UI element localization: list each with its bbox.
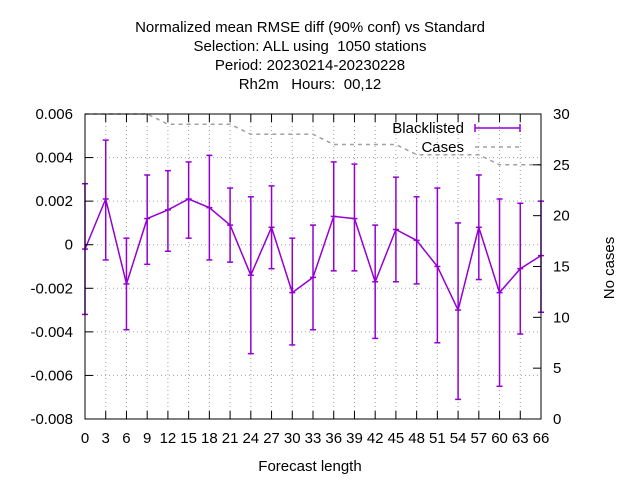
y-tick-label: 0.002 bbox=[35, 193, 73, 210]
error-bar bbox=[164, 169, 171, 252]
y2-tick-label: 10 bbox=[553, 309, 570, 326]
svg-text:Cases: Cases bbox=[421, 139, 464, 156]
x-tick-label: 15 bbox=[180, 430, 197, 447]
x-tick-label: 18 bbox=[201, 430, 218, 447]
x-tick-label: 54 bbox=[450, 430, 467, 447]
y2-tick-label: 25 bbox=[553, 157, 570, 174]
x-tick-label: 36 bbox=[325, 430, 342, 447]
series bbox=[82, 113, 544, 401]
error-bar bbox=[310, 224, 316, 331]
y-tick-label: -0.008 bbox=[30, 411, 73, 428]
x-tick-label: 0 bbox=[81, 430, 89, 447]
y-tick-label: -0.002 bbox=[30, 280, 73, 297]
error-bar bbox=[475, 174, 482, 281]
legend-entry-cases: Cases bbox=[421, 139, 520, 156]
x-tick-label: 27 bbox=[263, 430, 280, 447]
legend: Blacklisted Cases bbox=[392, 120, 521, 156]
error-bar bbox=[227, 187, 234, 263]
x-tick-label: 21 bbox=[222, 430, 239, 447]
error-bar bbox=[185, 161, 192, 239]
error-bar bbox=[413, 196, 420, 285]
y-tick-label: 0.004 bbox=[35, 150, 73, 167]
axes: 0.006 0.004 0.002 0 -0.002 -0.004 -0.006 -0.008… bbox=[30, 106, 569, 447]
x-tick-label: 45 bbox=[388, 430, 405, 447]
error-bar bbox=[351, 163, 358, 272]
title-line: Normalized mean RMSE diff (90% conf) vs … bbox=[135, 19, 485, 36]
x-axis-label: Forecast length bbox=[258, 458, 361, 475]
y-tick-label: -0.004 bbox=[30, 324, 73, 341]
x-tick-label: 48 bbox=[408, 430, 425, 447]
error-bar bbox=[455, 222, 462, 401]
error-bar bbox=[330, 161, 337, 272]
y2-tick-label: 20 bbox=[553, 208, 570, 225]
error-bar bbox=[289, 237, 296, 346]
error-bar bbox=[123, 237, 130, 331]
title-line: Rh2m Hours: 00,12 bbox=[239, 76, 382, 93]
x-tick-label: 63 bbox=[512, 430, 529, 447]
x-tick-label: 33 bbox=[305, 430, 322, 447]
error-bar bbox=[496, 198, 503, 388]
error-bar bbox=[434, 187, 441, 344]
chart-title: Normalized mean RMSE diff (90% conf) vs … bbox=[135, 19, 485, 93]
x-tick-label: 9 bbox=[143, 430, 151, 447]
error-bar bbox=[392, 176, 399, 283]
series-line-cases bbox=[85, 113, 541, 166]
x-tick-label: 51 bbox=[429, 430, 446, 447]
title-line: Selection: ALL using 1050 stations bbox=[194, 38, 427, 55]
error-bar bbox=[144, 174, 151, 266]
x-tick-label: 60 bbox=[491, 430, 508, 447]
x-tick-label: 57 bbox=[470, 430, 487, 447]
y2-tick-label: 30 bbox=[553, 106, 570, 123]
y-tick-label: 0.006 bbox=[35, 106, 73, 123]
y-tick-label: -0.006 bbox=[30, 367, 73, 384]
error-bar bbox=[206, 154, 213, 261]
y2-tick-label: 15 bbox=[553, 259, 570, 276]
error-bar bbox=[372, 224, 379, 340]
x-tick-label: 24 bbox=[242, 430, 259, 447]
right-axis-label: No cases bbox=[601, 237, 618, 300]
x-tick-label: 30 bbox=[284, 430, 301, 447]
error-bar bbox=[517, 202, 524, 335]
y-tick-label: 0 bbox=[65, 237, 73, 254]
x-tick-label: 39 bbox=[346, 430, 363, 447]
title-line: Period: 20230214-20230228 bbox=[215, 57, 405, 74]
error-bar bbox=[247, 196, 254, 355]
error-bar bbox=[268, 185, 275, 270]
y2-tick-label: 0 bbox=[553, 411, 561, 428]
x-tick-label: 66 bbox=[533, 430, 550, 447]
error-bar bbox=[102, 139, 109, 261]
x-tick-label: 3 bbox=[102, 430, 110, 447]
x-tick-label: 6 bbox=[122, 430, 130, 447]
y2-tick-label: 5 bbox=[553, 360, 561, 377]
svg-text:Blacklisted: Blacklisted bbox=[392, 120, 464, 137]
legend-entry-blacklisted: Blacklisted bbox=[392, 120, 521, 137]
x-tick-label: 12 bbox=[160, 430, 177, 447]
x-tick-label: 42 bbox=[367, 430, 384, 447]
